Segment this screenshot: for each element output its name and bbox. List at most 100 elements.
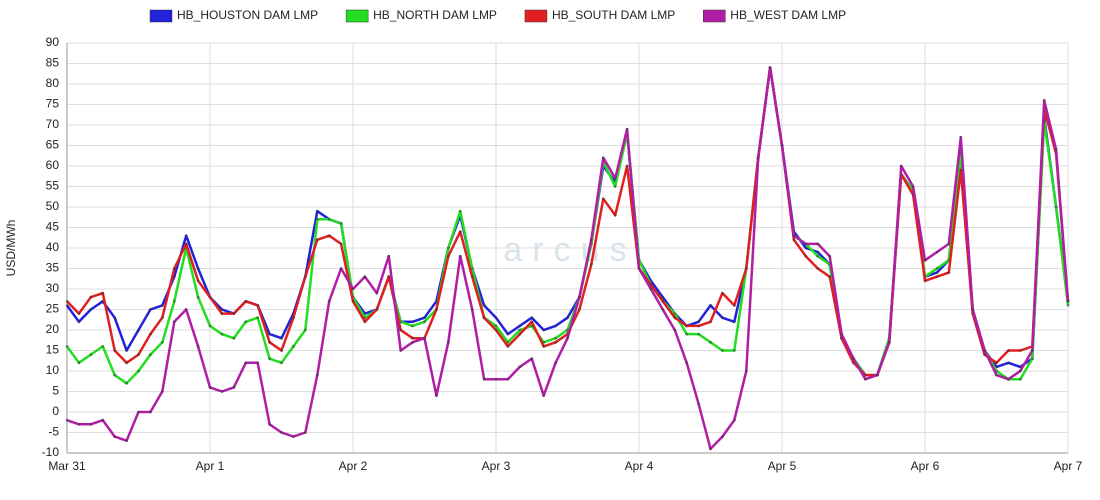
watermark: arcus bbox=[503, 231, 636, 269]
data-point bbox=[101, 345, 105, 348]
data-point bbox=[172, 320, 176, 324]
data-point bbox=[816, 242, 820, 246]
data-point bbox=[1018, 349, 1022, 352]
data-point bbox=[542, 345, 546, 348]
data-point bbox=[137, 328, 140, 332]
data-point bbox=[327, 234, 331, 238]
data-point bbox=[387, 275, 391, 279]
data-point bbox=[721, 435, 724, 438]
y-tick-label: 15 bbox=[46, 343, 60, 357]
data-point bbox=[649, 287, 653, 291]
data-point bbox=[482, 377, 486, 381]
data-point bbox=[244, 299, 248, 303]
data-point bbox=[446, 254, 450, 258]
data-point bbox=[172, 267, 176, 270]
data-point bbox=[196, 295, 200, 299]
data-point bbox=[959, 168, 963, 172]
data-point bbox=[1030, 357, 1034, 361]
data-point bbox=[494, 324, 498, 328]
legend-label: HB_WEST DAM LMP bbox=[730, 8, 846, 22]
data-point bbox=[613, 213, 617, 217]
x-tick-label: Apr 7 bbox=[1054, 459, 1083, 473]
data-point bbox=[613, 185, 617, 188]
data-point bbox=[292, 435, 295, 438]
data-point bbox=[232, 386, 236, 389]
data-point bbox=[995, 361, 998, 365]
data-point bbox=[435, 394, 438, 397]
data-point bbox=[303, 275, 307, 279]
data-point bbox=[899, 164, 903, 168]
data-point bbox=[101, 418, 105, 422]
y-tick-label: 70 bbox=[46, 117, 60, 131]
data-point bbox=[315, 209, 319, 213]
data-point bbox=[435, 308, 438, 311]
data-point bbox=[661, 295, 665, 299]
data-point bbox=[744, 267, 748, 270]
data-point bbox=[482, 304, 486, 307]
data-point bbox=[375, 291, 379, 295]
data-point bbox=[77, 361, 81, 365]
data-point bbox=[220, 308, 224, 311]
data-point bbox=[137, 410, 140, 414]
data-point bbox=[852, 357, 855, 361]
data-point bbox=[280, 336, 283, 340]
data-point bbox=[554, 324, 557, 328]
data-point bbox=[220, 390, 224, 393]
data-point bbox=[542, 328, 546, 332]
data-point bbox=[804, 242, 808, 246]
data-point bbox=[256, 316, 260, 320]
data-point bbox=[721, 316, 724, 320]
data-point bbox=[458, 230, 462, 234]
data-point bbox=[149, 308, 152, 311]
data-point bbox=[363, 320, 367, 324]
x-tick-label: Apr 5 bbox=[768, 459, 797, 473]
data-point bbox=[1007, 377, 1010, 381]
data-point bbox=[280, 361, 283, 365]
data-point bbox=[411, 320, 414, 324]
data-point bbox=[625, 164, 629, 168]
data-point bbox=[709, 340, 712, 344]
data-point bbox=[768, 66, 772, 69]
y-tick-label: -5 bbox=[48, 425, 59, 439]
data-point bbox=[554, 361, 557, 365]
data-point bbox=[327, 217, 331, 221]
data-point bbox=[89, 353, 93, 356]
y-tick-label: 40 bbox=[46, 240, 60, 254]
data-point bbox=[518, 328, 522, 332]
data-point bbox=[744, 369, 748, 373]
data-point bbox=[721, 291, 724, 295]
y-tick-label: 55 bbox=[46, 179, 60, 193]
data-point bbox=[482, 316, 486, 320]
data-point bbox=[256, 361, 260, 365]
data-point bbox=[1007, 349, 1010, 352]
x-tick-label: Apr 1 bbox=[196, 459, 225, 473]
data-point bbox=[125, 439, 128, 443]
data-point bbox=[494, 316, 498, 320]
data-point bbox=[149, 332, 152, 336]
y-tick-label: 30 bbox=[46, 281, 60, 295]
data-point bbox=[125, 361, 128, 365]
data-point bbox=[494, 377, 498, 381]
data-point bbox=[399, 349, 403, 352]
data-point bbox=[268, 332, 271, 336]
data-point bbox=[530, 316, 534, 320]
data-point bbox=[160, 340, 164, 344]
data-point bbox=[697, 402, 700, 406]
data-point bbox=[423, 336, 426, 340]
legend-swatch bbox=[345, 9, 369, 23]
y-tick-label: 0 bbox=[52, 404, 59, 418]
data-point bbox=[935, 267, 939, 270]
data-point bbox=[732, 418, 736, 422]
y-tick-label: 60 bbox=[46, 158, 60, 172]
data-point bbox=[113, 349, 117, 352]
data-point bbox=[1042, 99, 1046, 102]
data-point bbox=[315, 217, 319, 221]
data-point bbox=[196, 345, 200, 348]
data-point bbox=[125, 381, 128, 385]
data-point bbox=[613, 176, 617, 180]
data-point bbox=[280, 431, 283, 434]
y-tick-label: 35 bbox=[46, 261, 60, 275]
data-point bbox=[1018, 369, 1022, 373]
data-point bbox=[566, 316, 569, 320]
data-point bbox=[673, 316, 677, 320]
